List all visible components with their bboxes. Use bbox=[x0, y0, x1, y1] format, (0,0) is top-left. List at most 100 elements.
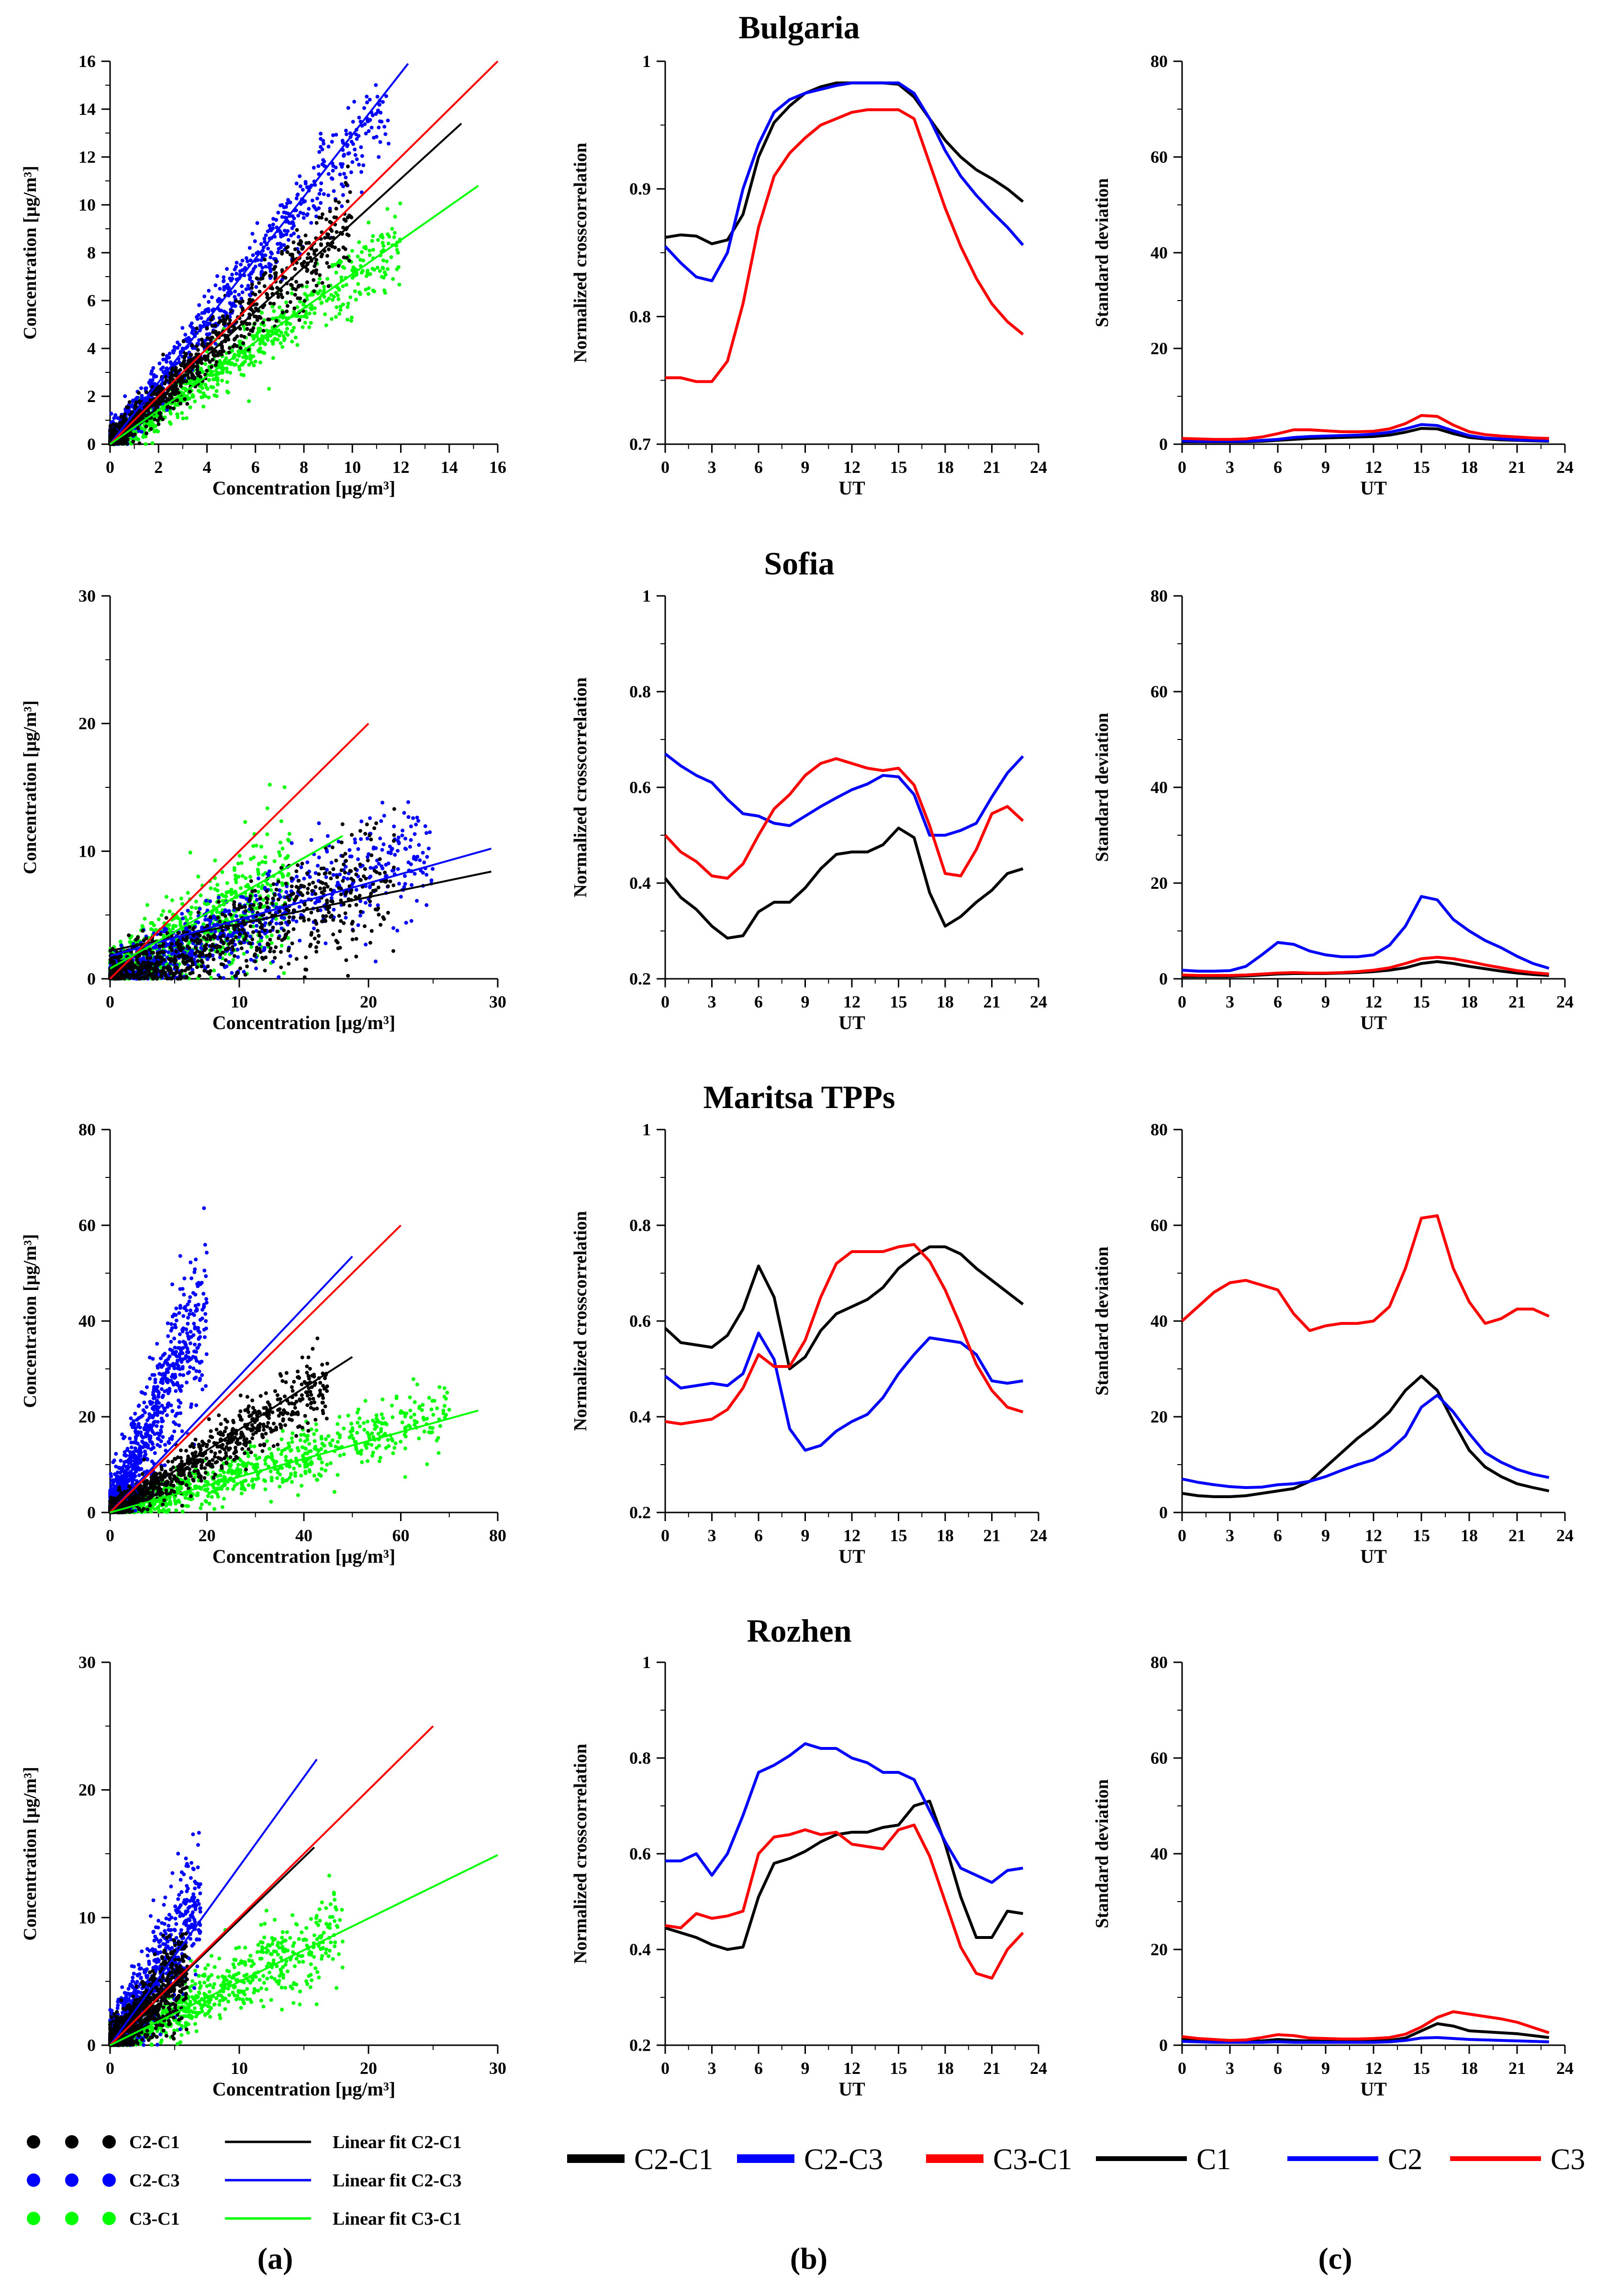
scatter-point-c3-c1 bbox=[225, 380, 229, 384]
scatter-point-c3-c1 bbox=[366, 292, 370, 296]
scatter-point-c3-c1 bbox=[389, 255, 393, 259]
scatter-point-c2-c3 bbox=[203, 308, 208, 313]
scatter-point-c3-c1 bbox=[348, 295, 353, 300]
scatter-point-c3-c1 bbox=[386, 241, 391, 246]
scatter-point-c3-c1 bbox=[336, 286, 340, 290]
scatter-point-c2-c1 bbox=[199, 375, 203, 379]
stddev-x-tick-label: 15 bbox=[1413, 458, 1430, 477]
scatter-point-c2-c3 bbox=[317, 150, 322, 154]
scatter-point-c2-c1 bbox=[354, 954, 358, 959]
scatter-point-c2-c1 bbox=[245, 327, 249, 331]
scatter-point-c3-c1 bbox=[324, 323, 328, 327]
scatter-point-c2-c1 bbox=[274, 319, 279, 323]
scatter-point-c3-c1 bbox=[375, 266, 380, 270]
scatter-point-c2-c3 bbox=[314, 214, 318, 219]
scatter-point-c2-c1 bbox=[249, 879, 253, 883]
scatter-point-c3-c1 bbox=[190, 905, 194, 909]
scatter-point-c2-c1 bbox=[137, 441, 142, 446]
scatter-point-c3-c1 bbox=[376, 238, 380, 242]
scatter-point-c2-c3 bbox=[291, 221, 295, 225]
scatter-point-c2-c3 bbox=[241, 895, 246, 899]
scatter-point-c3-c1 bbox=[317, 281, 321, 285]
scatter-point-c3-c1 bbox=[382, 270, 387, 275]
scatter-point-c3-c1 bbox=[265, 328, 269, 333]
scatter-point-c3-c1 bbox=[175, 412, 179, 416]
scatter-point-c2-c3 bbox=[367, 119, 371, 123]
scatter-point-c2-c3 bbox=[248, 258, 253, 262]
scatter-point-c2-c3 bbox=[230, 971, 234, 975]
scatter-point-c2-c1 bbox=[145, 431, 148, 436]
scatter-point-c2-c3 bbox=[286, 198, 290, 202]
scatter-point-c3-c1 bbox=[310, 307, 314, 312]
scatter-point-c2-c1 bbox=[345, 183, 349, 187]
scatter-point-c3-c1 bbox=[235, 358, 239, 362]
scatter-point-c3-c1 bbox=[372, 268, 377, 272]
scatter-point-c2-c3 bbox=[322, 192, 326, 196]
scatter-point-c3-c1 bbox=[301, 325, 305, 329]
scatter-point-c2-c1 bbox=[324, 217, 328, 222]
scatter-point-c2-c1 bbox=[248, 941, 252, 945]
scatter-point-c2-c1 bbox=[158, 411, 162, 415]
scatter-point-c2-c1 bbox=[377, 913, 381, 917]
scatter-point-c2-c3 bbox=[370, 113, 375, 117]
scatter-point-c2-c1 bbox=[331, 918, 335, 922]
scatter-point-c2-c1 bbox=[209, 365, 213, 369]
stddev-y-tick-label: 0 bbox=[1159, 435, 1168, 454]
scatter-point-c2-c1 bbox=[237, 928, 241, 932]
scatter-point-c3-c1 bbox=[224, 894, 228, 898]
scatter-point-c3-c1 bbox=[257, 862, 261, 866]
scatter-point-c3-c1 bbox=[226, 890, 230, 894]
stddev-x-tick-label: 18 bbox=[1461, 458, 1478, 477]
scatter-point-c3-c1 bbox=[194, 899, 198, 904]
scatter-point-c3-c1 bbox=[278, 305, 281, 310]
scatter-point-c3-c1 bbox=[303, 321, 307, 325]
scatter-y-tick-label: 4 bbox=[87, 339, 96, 358]
scatter-point-c2-c1 bbox=[279, 280, 283, 284]
scatter-point-c2-c1 bbox=[234, 299, 238, 303]
scatter-point-c2-c1 bbox=[270, 901, 275, 905]
scatter-point-c2-c3 bbox=[355, 137, 359, 141]
scatter-point-c2-c1 bbox=[303, 233, 308, 237]
scatter-point-c3-c1 bbox=[168, 412, 173, 415]
scatter-point-c3-c1 bbox=[216, 382, 220, 386]
scatter-chart: 0 2 4 6 8 10 12 14 160246810121416Concentration … bbox=[20, 52, 506, 499]
scatter-point-c2-c3 bbox=[151, 366, 156, 370]
scatter-x-tick-label: 20 bbox=[360, 992, 377, 1011]
scatter-point-c2-c3 bbox=[259, 258, 264, 262]
scatter-x-tick-label: 14 bbox=[441, 458, 458, 477]
scatter-point-c3-c1 bbox=[255, 334, 259, 338]
scatter-point-c2-c1 bbox=[213, 329, 218, 334]
scatter-point-c3-c1 bbox=[118, 940, 123, 944]
scatter-point-c2-c1 bbox=[227, 350, 231, 355]
scatter-point-c3-c1 bbox=[272, 309, 276, 313]
scatter-point-c2-c3 bbox=[331, 873, 335, 877]
scatter-point-c3-c1 bbox=[303, 292, 307, 296]
scatter-point-c2-c3 bbox=[266, 246, 270, 251]
scatter-point-c3-c1 bbox=[259, 845, 263, 849]
scatter-point-c2-c1 bbox=[164, 378, 168, 382]
scatter-point-c3-c1 bbox=[201, 404, 206, 409]
scatter-point-c2-c1 bbox=[191, 374, 195, 378]
scatter-point-c3-c1 bbox=[292, 325, 296, 330]
scatter-point-c3-c1 bbox=[218, 359, 222, 363]
scatter-point-c2-c1 bbox=[268, 301, 272, 305]
scatter-point-c2-c3 bbox=[286, 229, 290, 233]
scatter-point-c2-c1 bbox=[346, 199, 350, 203]
scatter-point-c2-c1 bbox=[181, 937, 185, 941]
scatter-point-c2-c1 bbox=[349, 876, 353, 881]
scatter-point-c2-c1 bbox=[334, 199, 338, 203]
scatter-point-c3-c1 bbox=[393, 214, 397, 219]
scatter-point-c2-c3 bbox=[268, 263, 273, 267]
scatter-point-c3-c1 bbox=[204, 386, 209, 390]
scatter-point-c2-c1 bbox=[193, 952, 197, 956]
scatter-point-c2-c3 bbox=[212, 914, 216, 918]
scatter-point-c3-c1 bbox=[366, 272, 370, 276]
scatter-point-c3-c1 bbox=[368, 253, 372, 257]
scatter-point-c3-c1 bbox=[298, 300, 302, 304]
scatter-point-c3-c1 bbox=[329, 293, 334, 297]
scatter-point-c2-c3 bbox=[139, 386, 143, 390]
scatter-point-c2-c1 bbox=[174, 949, 179, 953]
scatter-point-c3-c1 bbox=[209, 886, 213, 890]
scatter-point-c2-c3 bbox=[213, 930, 217, 934]
scatter-xlabel: Concentration [μg/m³] bbox=[212, 477, 395, 499]
